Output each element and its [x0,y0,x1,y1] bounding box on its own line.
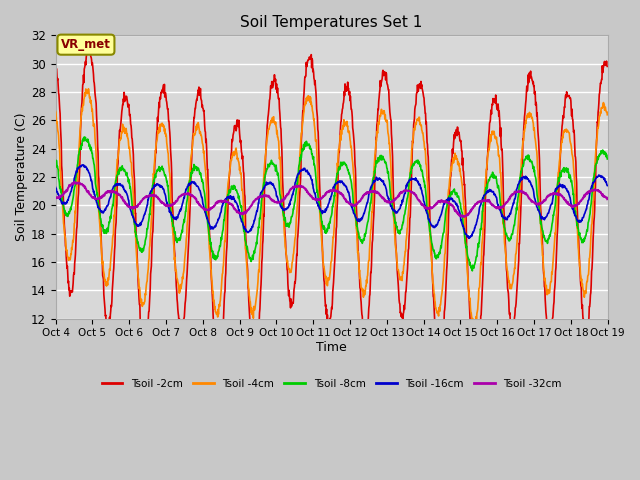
Tsoil -4cm [84,86,92,92]
Tsoil -2cm [84,45,92,51]
Line: Tsoil -4cm: Tsoil -4cm [56,89,607,327]
Tsoil -16cm [175,212,182,217]
Title: Soil Temperatures Set 1: Soil Temperatures Set 1 [241,15,423,30]
Tsoil -32cm [70,179,77,185]
Tsoil -8cm [539,228,547,234]
Line: Tsoil -2cm: Tsoil -2cm [56,48,607,379]
Tsoil -32cm [604,196,611,202]
Tsoil -16cm [237,215,244,220]
Tsoil -16cm [417,187,425,192]
Tsoil -2cm [539,242,547,248]
X-axis label: Time: Time [316,341,347,354]
Tsoil -8cm [81,134,88,140]
Tsoil -32cm [237,210,244,216]
Tsoil -2cm [175,313,182,319]
Tsoil -8cm [161,172,169,178]
Tsoil -16cm [161,192,169,198]
Tsoil -8cm [175,237,182,243]
Tsoil -32cm [175,195,182,201]
Line: Tsoil -8cm: Tsoil -8cm [56,137,607,271]
Tsoil -4cm [161,131,169,137]
Tsoil -32cm [417,202,425,207]
Tsoil -2cm [161,90,169,96]
Text: VR_met: VR_met [61,38,111,51]
Legend: Tsoil -2cm, Tsoil -4cm, Tsoil -8cm, Tsoil -16cm, Tsoil -32cm: Tsoil -2cm, Tsoil -4cm, Tsoil -8cm, Tsoi… [97,374,566,393]
Tsoil -8cm [490,172,498,178]
Tsoil -32cm [539,200,547,205]
Tsoil -8cm [237,202,244,208]
Tsoil -16cm [465,236,473,241]
Line: Tsoil -32cm: Tsoil -32cm [56,182,607,217]
Tsoil -16cm [539,216,547,221]
Tsoil -4cm [604,112,611,118]
Y-axis label: Soil Temperature (C): Soil Temperature (C) [15,113,28,241]
Tsoil -2cm [472,376,480,382]
Tsoil -4cm [490,128,498,134]
Tsoil -2cm [52,62,60,68]
Tsoil -8cm [604,156,611,162]
Tsoil -2cm [604,63,611,69]
Line: Tsoil -16cm: Tsoil -16cm [56,165,607,239]
Tsoil -8cm [52,157,60,163]
Tsoil -16cm [490,191,498,196]
Tsoil -32cm [490,203,498,209]
Tsoil -2cm [237,140,244,145]
Tsoil -16cm [604,183,611,189]
Tsoil -2cm [490,97,498,103]
Tsoil -4cm [539,253,547,259]
Tsoil -4cm [470,324,477,330]
Tsoil -4cm [52,108,60,114]
Tsoil -8cm [468,268,476,274]
Tsoil -8cm [417,168,425,173]
Tsoil -32cm [161,202,169,208]
Tsoil -4cm [237,171,244,177]
Tsoil -2cm [417,84,425,90]
Tsoil -32cm [52,194,60,200]
Tsoil -32cm [460,214,468,220]
Tsoil -4cm [417,122,425,128]
Tsoil -16cm [52,184,60,190]
Tsoil -16cm [79,162,86,168]
Tsoil -4cm [175,284,182,289]
